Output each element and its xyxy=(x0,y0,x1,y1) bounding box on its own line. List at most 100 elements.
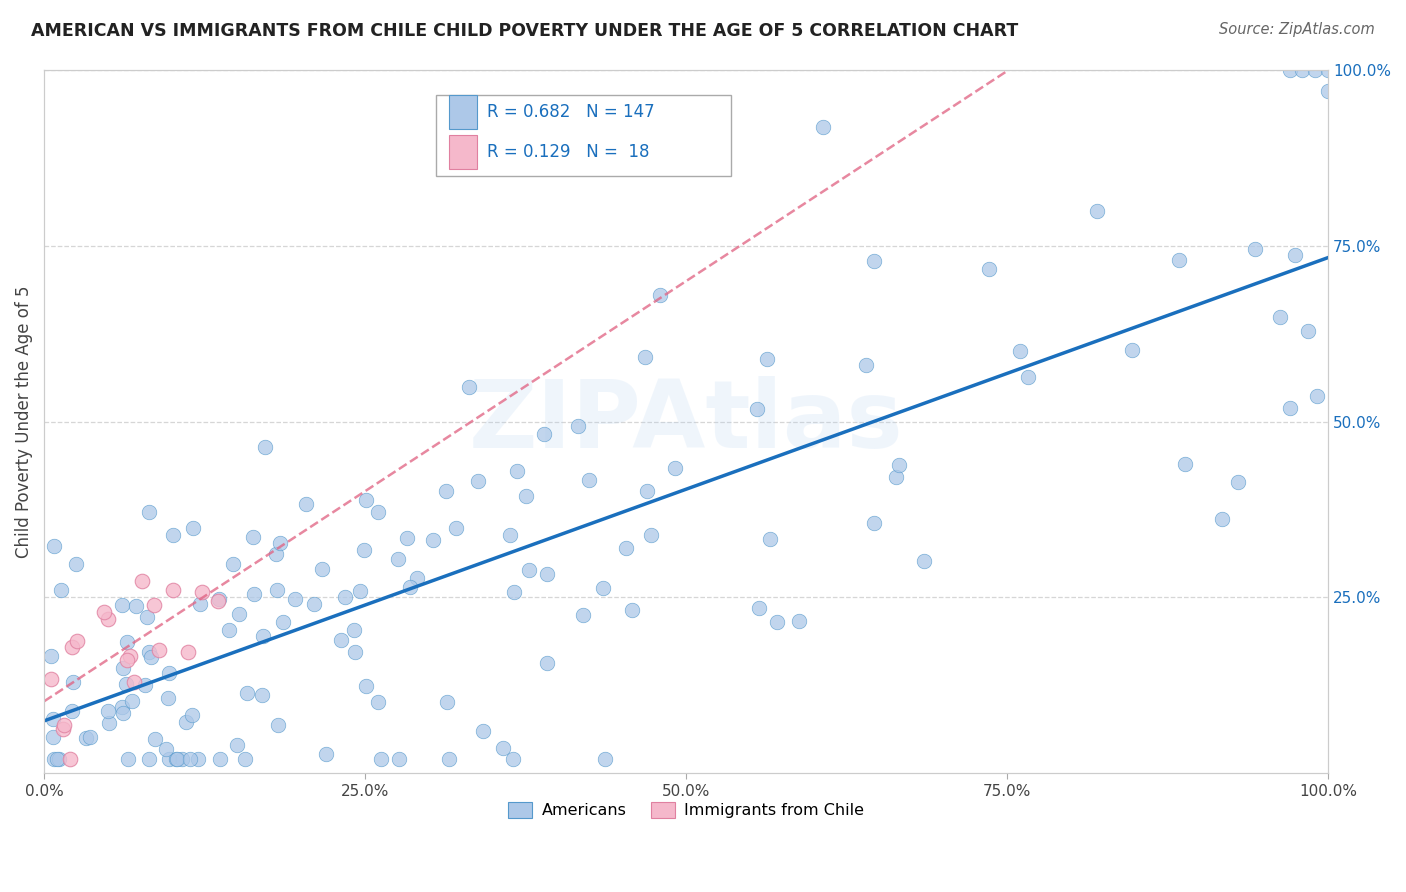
Point xyxy=(533,427,555,442)
Point xyxy=(111,661,134,675)
Point xyxy=(93,605,115,619)
Point xyxy=(343,623,366,637)
Point xyxy=(349,584,371,599)
Point xyxy=(436,695,458,709)
Point xyxy=(75,731,97,745)
Point xyxy=(65,557,87,571)
Point xyxy=(914,554,936,568)
Point xyxy=(492,741,515,756)
Point xyxy=(387,551,409,566)
Point xyxy=(114,677,136,691)
Point xyxy=(614,541,637,555)
Point xyxy=(243,587,266,601)
Point xyxy=(117,752,139,766)
Text: ZIPAtlas: ZIPAtlas xyxy=(468,376,904,467)
Point xyxy=(226,738,249,752)
Point xyxy=(344,645,367,659)
Point xyxy=(111,706,134,720)
Point xyxy=(111,598,134,612)
Point xyxy=(267,718,290,732)
Point xyxy=(329,633,352,648)
Point xyxy=(179,752,201,766)
Point xyxy=(1291,63,1313,78)
Point xyxy=(863,254,886,268)
Point xyxy=(766,615,789,629)
Point xyxy=(242,530,264,544)
Point xyxy=(1174,458,1197,472)
Point xyxy=(42,712,65,726)
Point xyxy=(162,528,184,542)
Point xyxy=(157,752,180,766)
Point xyxy=(162,583,184,598)
Point xyxy=(354,679,377,693)
Point xyxy=(578,473,600,487)
Point xyxy=(1306,389,1329,403)
Point xyxy=(157,691,180,706)
Point xyxy=(664,461,686,475)
Point xyxy=(138,752,160,766)
Point xyxy=(97,704,120,718)
Point xyxy=(640,528,662,542)
Point xyxy=(115,635,138,649)
Point xyxy=(39,672,62,686)
Point xyxy=(125,599,148,614)
Point xyxy=(471,723,494,738)
Point xyxy=(422,533,444,547)
Text: Source: ZipAtlas.com: Source: ZipAtlas.com xyxy=(1219,22,1375,37)
Point xyxy=(302,598,325,612)
Point xyxy=(134,678,156,692)
Point xyxy=(592,581,614,595)
Point xyxy=(110,699,132,714)
Point xyxy=(157,666,180,681)
Point xyxy=(388,752,411,766)
Point xyxy=(155,742,177,756)
Point xyxy=(572,607,595,622)
Point xyxy=(515,489,537,503)
Point xyxy=(353,542,375,557)
Point xyxy=(1270,310,1292,324)
Point xyxy=(166,752,188,766)
Point xyxy=(505,464,527,478)
Point xyxy=(444,521,467,535)
Point xyxy=(207,594,229,608)
Point xyxy=(567,419,589,434)
Point xyxy=(139,649,162,664)
Point xyxy=(143,599,166,613)
Point xyxy=(335,590,357,604)
Point xyxy=(370,752,392,766)
Point xyxy=(62,674,84,689)
Point xyxy=(138,505,160,519)
Point xyxy=(787,614,810,628)
Point xyxy=(1296,324,1319,338)
Point xyxy=(745,402,768,417)
Point xyxy=(145,731,167,746)
Point xyxy=(165,752,187,766)
Point xyxy=(191,585,214,599)
Point xyxy=(138,645,160,659)
Point xyxy=(183,521,205,535)
Point xyxy=(437,752,460,766)
Point xyxy=(1085,203,1108,218)
Point xyxy=(295,497,318,511)
Point xyxy=(252,629,274,643)
Point xyxy=(458,380,481,394)
Point xyxy=(52,718,75,732)
Point xyxy=(855,359,877,373)
Point xyxy=(264,547,287,561)
Point xyxy=(186,752,208,766)
Point xyxy=(115,652,138,666)
Point xyxy=(1244,242,1267,256)
Point xyxy=(66,634,89,648)
Point xyxy=(467,474,489,488)
Point xyxy=(593,752,616,766)
FancyBboxPatch shape xyxy=(436,95,731,176)
Legend: Americans, Immigrants from Chile: Americans, Immigrants from Chile xyxy=(502,796,870,825)
Point xyxy=(174,715,197,730)
Point xyxy=(399,580,422,594)
Point xyxy=(356,492,378,507)
Point xyxy=(1008,344,1031,359)
Point xyxy=(136,610,159,624)
FancyBboxPatch shape xyxy=(449,136,477,169)
Point xyxy=(190,597,212,611)
Point xyxy=(60,705,83,719)
